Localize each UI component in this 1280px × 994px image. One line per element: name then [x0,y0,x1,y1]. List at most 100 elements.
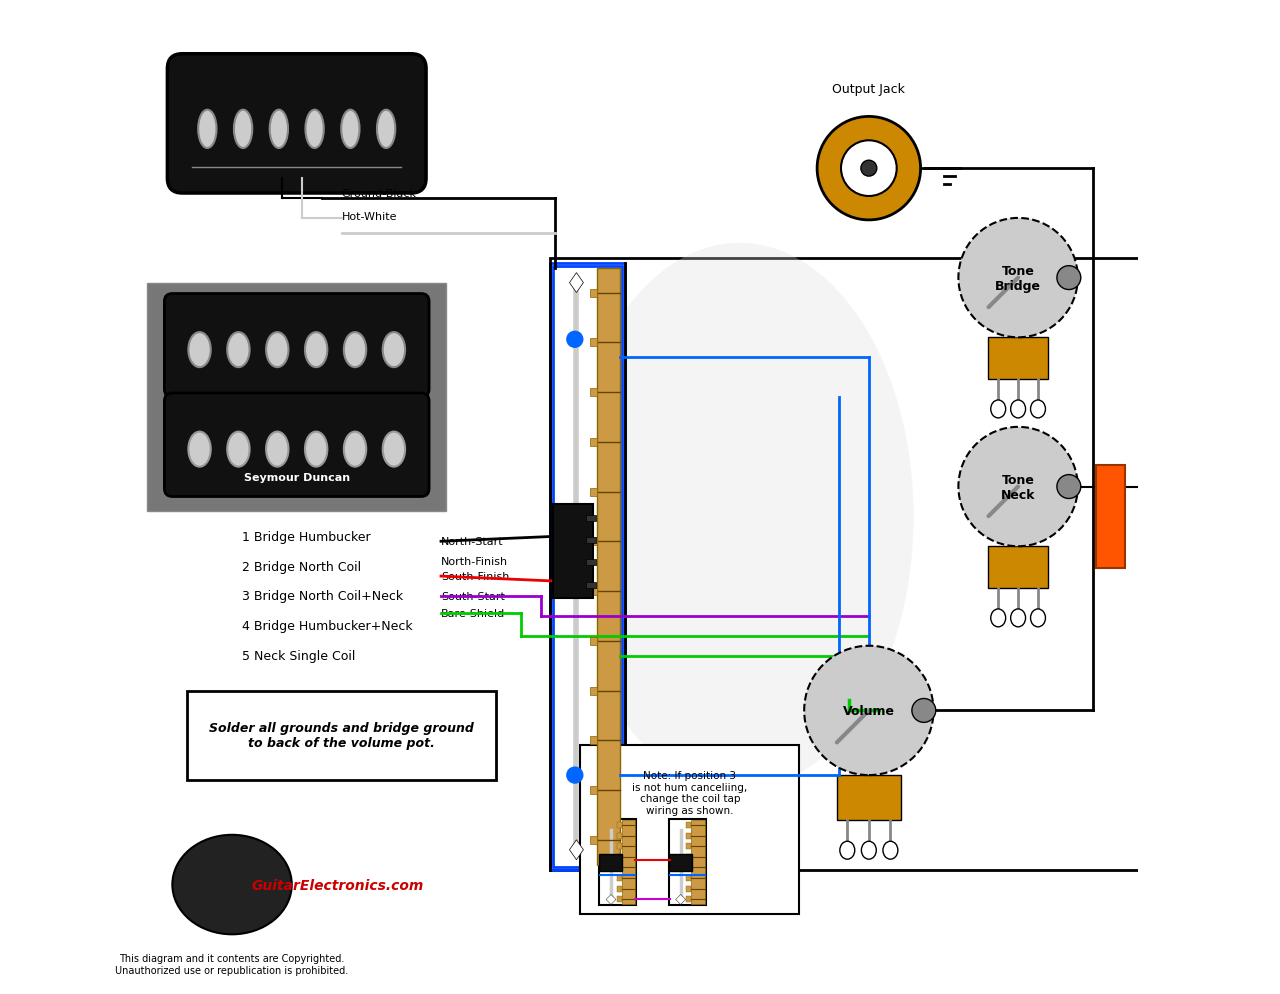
FancyBboxPatch shape [586,538,596,544]
FancyBboxPatch shape [669,819,705,906]
FancyBboxPatch shape [590,538,598,546]
Ellipse shape [342,110,360,149]
FancyBboxPatch shape [617,886,622,892]
Text: Seymour Duncan: Seymour Duncan [243,472,349,482]
Text: Solder all grounds and bridge ground
to back of the volume pot.: Solder all grounds and bridge ground to … [209,722,474,749]
Text: 2 Bridge North Coil: 2 Bridge North Coil [242,560,361,574]
Text: 4 Bridge Humbucker+Neck: 4 Bridge Humbucker+Neck [242,619,412,633]
FancyBboxPatch shape [617,875,622,881]
FancyBboxPatch shape [590,438,598,446]
Ellipse shape [188,432,211,467]
FancyBboxPatch shape [622,820,635,905]
Circle shape [567,332,582,348]
Polygon shape [676,895,686,905]
Ellipse shape [198,110,216,149]
FancyBboxPatch shape [617,822,622,828]
Ellipse shape [378,110,396,149]
Circle shape [567,767,582,783]
FancyBboxPatch shape [837,775,901,821]
FancyBboxPatch shape [686,854,691,860]
Text: North-Start: North-Start [442,537,503,547]
Text: GuitarElectronics.com: GuitarElectronics.com [252,878,425,892]
Ellipse shape [991,401,1006,418]
FancyBboxPatch shape [691,820,705,905]
Text: 1 Bridge Humbucker: 1 Bridge Humbucker [242,530,371,544]
Circle shape [959,219,1078,338]
FancyBboxPatch shape [686,875,691,881]
Polygon shape [570,840,584,860]
Circle shape [1057,475,1080,499]
FancyBboxPatch shape [686,897,691,903]
Text: Volume: Volume [842,704,895,718]
Ellipse shape [1030,401,1046,418]
Ellipse shape [266,333,288,368]
FancyBboxPatch shape [590,786,598,794]
FancyBboxPatch shape [590,339,598,347]
FancyBboxPatch shape [598,268,620,865]
Ellipse shape [173,835,292,934]
FancyBboxPatch shape [617,844,622,850]
FancyBboxPatch shape [590,836,598,844]
Text: This diagram and it contents are Copyrighted.
Unauthorized use or republication : This diagram and it contents are Copyrig… [115,953,348,975]
Ellipse shape [383,432,404,467]
FancyBboxPatch shape [147,283,445,512]
FancyBboxPatch shape [686,844,691,850]
Ellipse shape [1030,609,1046,627]
FancyBboxPatch shape [590,687,598,695]
Text: Tone
Bridge: Tone Bridge [995,264,1041,292]
FancyBboxPatch shape [599,819,636,906]
Ellipse shape [305,432,328,467]
Ellipse shape [344,333,366,368]
Ellipse shape [266,432,288,467]
Ellipse shape [188,333,211,368]
Text: Bare-Shield: Bare-Shield [442,608,506,618]
Text: Note: If position 3
is not hum canceliing,
change the coil tap
wiring as shown.: Note: If position 3 is not hum canceliin… [632,770,748,815]
FancyBboxPatch shape [168,55,426,194]
FancyBboxPatch shape [590,737,598,745]
FancyBboxPatch shape [686,833,691,839]
Circle shape [911,699,936,723]
Text: 3 Bridge North Coil+Neck: 3 Bridge North Coil+Neck [242,589,403,603]
FancyBboxPatch shape [590,389,598,397]
Text: Tone
Neck: Tone Neck [1001,473,1036,501]
Ellipse shape [344,432,366,467]
FancyBboxPatch shape [617,865,622,871]
FancyBboxPatch shape [580,746,799,914]
FancyBboxPatch shape [590,637,598,645]
Text: Hot-White: Hot-White [342,212,397,222]
Circle shape [817,117,920,221]
Text: Ground-Black: Ground-Black [342,189,416,199]
FancyBboxPatch shape [590,289,598,297]
Polygon shape [605,895,616,905]
Circle shape [861,161,877,177]
FancyBboxPatch shape [686,822,691,828]
Circle shape [959,427,1078,547]
Ellipse shape [991,609,1006,627]
FancyBboxPatch shape [590,587,598,595]
FancyBboxPatch shape [586,582,596,588]
FancyBboxPatch shape [586,515,596,521]
Ellipse shape [305,333,328,368]
Ellipse shape [883,841,897,859]
FancyBboxPatch shape [1096,465,1125,569]
Ellipse shape [306,110,324,149]
Circle shape [841,141,897,197]
FancyBboxPatch shape [988,338,1048,380]
Circle shape [804,646,933,775]
Text: Output Jack: Output Jack [832,83,905,96]
FancyBboxPatch shape [187,691,495,780]
Ellipse shape [566,244,914,790]
Circle shape [1057,266,1080,290]
Text: North-Finish: North-Finish [442,557,508,567]
FancyBboxPatch shape [553,266,622,867]
Ellipse shape [270,110,288,149]
FancyBboxPatch shape [586,560,596,566]
Ellipse shape [1011,609,1025,627]
Ellipse shape [861,841,877,859]
Ellipse shape [228,333,250,368]
FancyBboxPatch shape [553,505,593,598]
Ellipse shape [383,333,404,368]
Ellipse shape [1011,401,1025,418]
Ellipse shape [840,841,855,859]
FancyBboxPatch shape [164,294,429,398]
